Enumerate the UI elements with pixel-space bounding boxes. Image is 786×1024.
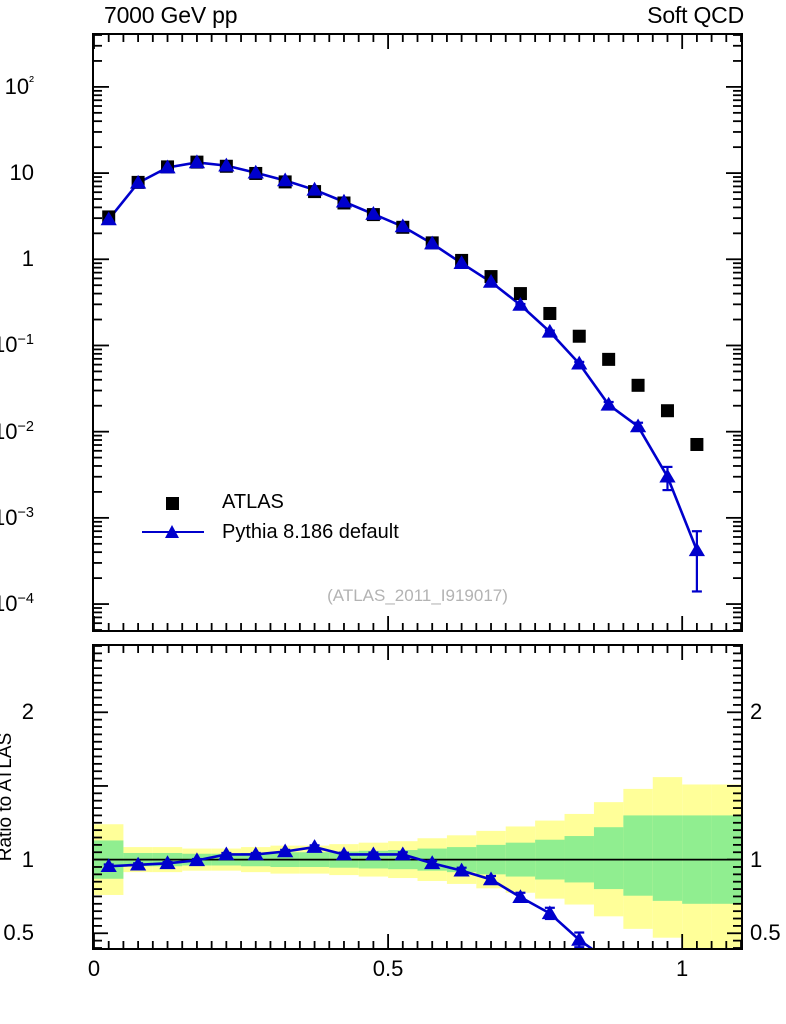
ratio-point-triangle [453,862,470,877]
mc-point-triangle [600,396,617,411]
main-y-tick-label: 10² [4,73,34,100]
mc-point-triangle [159,159,176,174]
main-y-tick-label: 10−1 [0,332,34,358]
mc-point-triangle [453,255,470,270]
ratio-point-triangle [541,905,558,920]
mc-point-triangle [629,418,647,433]
legend-entry-data: ATLAS [140,487,399,517]
ratio-plot-canvas [94,646,741,948]
ratio-y-axis-title: Ratio to ATLAS [0,732,16,862]
legend-entry-mc: Pythia 8.186 default [140,517,399,547]
legend-marker-square [140,491,218,513]
legend-label-data: ATLAS [222,490,284,513]
legend-label-mc: Pythia 8.186 default [222,520,399,543]
data-point-square [602,352,616,366]
ratio-y-tick-label-right: 0.5 [750,920,781,946]
mc-error-bars [515,302,702,593]
mc-point-triangle [512,296,529,311]
mc-point-triangle [365,206,382,220]
mc-point-triangle [277,172,294,187]
mc-point-triangle [188,154,206,169]
ratio-point-triangle [512,889,529,903]
ratio-point-triangle [100,858,117,873]
ratio-x-tick-label: 0.5 [372,956,404,981]
mc-point-triangle [247,164,264,179]
ratio-point-triangle [482,871,500,886]
mc-point-triangle [306,181,323,196]
main-plot-canvas [94,35,741,630]
mc-point-triangle [688,542,706,557]
main-y-tick-label: 10−3 [0,504,34,531]
mc-markers [100,154,706,557]
ratio-point-triangle [394,846,411,861]
ratio-x-tick-label: 0 [87,956,101,981]
mc-point-triangle [335,193,353,208]
ratio-point-triangle [129,856,147,871]
ratio-y-tick-label: 0.5 [3,920,34,946]
main-y-tick-label: 10−2 [0,418,34,444]
ratio-point-triangle [424,855,441,870]
ratio-point-triangle [277,843,294,858]
mc-point-triangle [571,355,588,370]
data-point-square [660,404,674,418]
data-point-square [572,329,586,343]
main-y-tick-label: 1 [21,246,34,272]
mc-point-triangle [541,323,558,338]
ratio-point-triangle [159,855,176,870]
header-beam-label: 7000 GeV pp [104,2,238,28]
mc-point-triangle [100,211,117,226]
ratio-x-tick-label: 1 [676,956,689,981]
ratio-point-triangle [218,846,235,861]
data-point-square [543,306,557,320]
ratio-point-triangle [188,852,206,867]
data-point-square [631,378,645,392]
ratio-point-triangle [306,839,323,853]
data-point-square [513,287,527,301]
ratio-y-tick-label-right: 1 [750,846,763,872]
ratio-y-tick-label-right: 2 [750,699,763,725]
analysis-id-watermark: (ATLAS_2011_I919017) [327,586,508,605]
mc-point-triangle [218,157,235,172]
ratio-tick-marks [94,646,741,948]
data-point-square [690,437,704,451]
main-y-tick-label: 10−4 [0,590,34,617]
mc-point-triangle [659,468,676,483]
legend-marker-triangle-line [140,521,218,543]
main-tick-marks [94,35,741,630]
ratio-point-triangle [365,846,382,861]
ratio-markers [100,839,588,946]
ratio-point-triangle [571,931,588,946]
mc-point-triangle [129,174,147,189]
ratio-y-tick-label: 1 [21,846,34,872]
ratio-point-triangle [247,846,264,861]
main-y-tick-label: 10 [9,160,34,186]
ratio-y-tick-label: 2 [21,699,34,725]
mc-point-triangle [424,235,441,250]
mc-point-triangle [394,218,411,233]
legend: ATLAS Pythia 8.186 default [140,487,399,547]
ratio-plot-panel [92,644,743,950]
ratio-point-triangle [335,846,353,861]
mc-point-triangle [482,274,500,288]
header-process-label: Soft QCD [647,2,744,28]
